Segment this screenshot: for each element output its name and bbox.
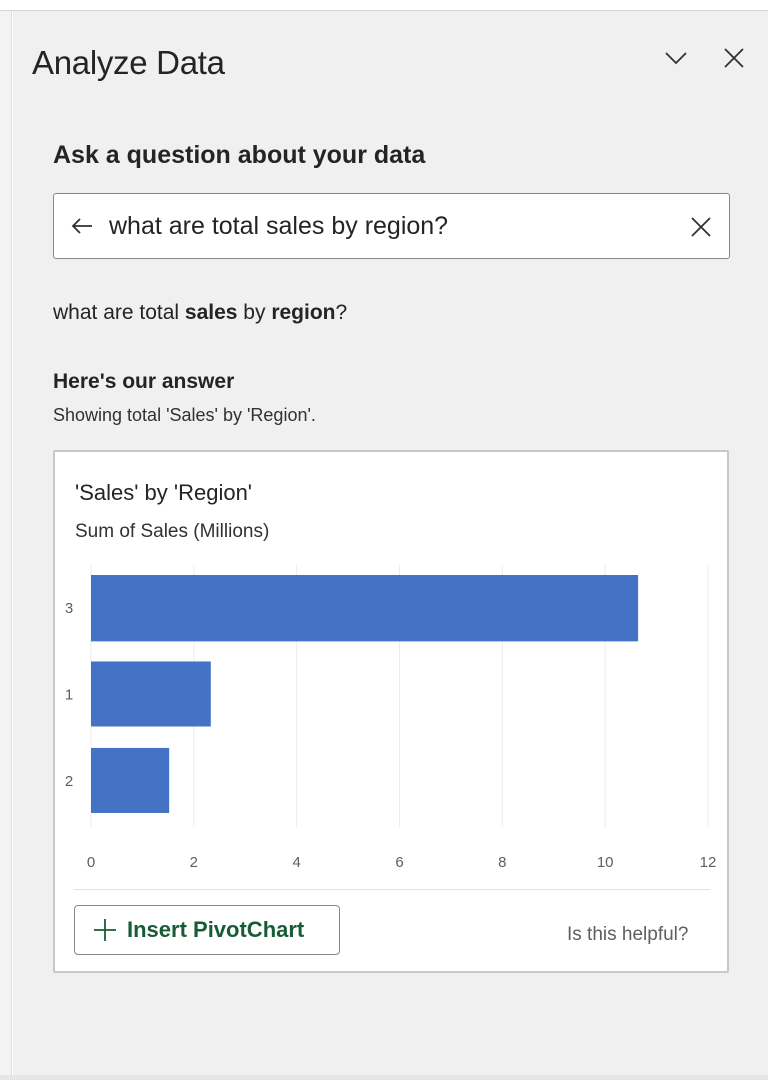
insert-pivotchart-button[interactable]: Insert PivotChart [74,905,340,955]
pane-title: Analyze Data [32,44,225,81]
q-part: by [237,301,272,324]
card-divider [74,889,710,890]
x-tick-label: 6 [395,854,403,871]
q-part-keyword: region [271,301,336,324]
x-tick-label: 10 [597,854,614,871]
x-tick-label: 0 [87,854,95,871]
workbook-edge [0,11,12,1080]
close-icon [724,48,744,68]
bar-2 [91,747,170,813]
collapse-button[interactable] [662,44,690,72]
clear-icon[interactable] [690,216,712,238]
insert-pivotchart-label: Insert PivotChart [127,917,305,942]
bar-1 [91,661,211,727]
y-category-label: 3 [65,600,73,617]
x-tick-label: 8 [498,854,506,871]
close-pane-button[interactable] [720,44,748,72]
plus-icon [94,919,116,941]
q-part: what are total [53,301,185,324]
arrow-left-icon[interactable] [70,216,94,236]
chart-title: 'Sales' by 'Region' [75,480,253,505]
answer-card: 'Sales' by 'Region' Sum of Sales (Millio… [53,450,729,973]
answer-heading: Here's our answer [53,370,235,393]
chart-subtitle: Sum of Sales (Millions) [75,521,270,542]
feedback-link[interactable]: Is this helpful? [567,924,689,945]
chevron-down-icon [665,52,687,65]
y-category-label: 1 [65,687,73,704]
bar-3 [91,575,639,642]
x-tick-label: 4 [292,854,300,871]
question-input[interactable] [109,208,669,244]
x-tick-label: 2 [190,854,198,871]
interpreted-question: what are total sales by region? [53,301,347,325]
x-tick-label: 12 [700,854,717,871]
question-search-box [53,193,730,259]
ask-heading: Ask a question about your data [53,141,426,169]
y-category-label: 2 [65,773,73,790]
bottom-bar [0,1075,768,1080]
q-part-keyword: sales [184,301,238,324]
window-top-bar [0,0,768,11]
answer-subtitle: Showing total 'Sales' by 'Region'. [53,405,316,425]
q-part: ? [335,301,348,324]
